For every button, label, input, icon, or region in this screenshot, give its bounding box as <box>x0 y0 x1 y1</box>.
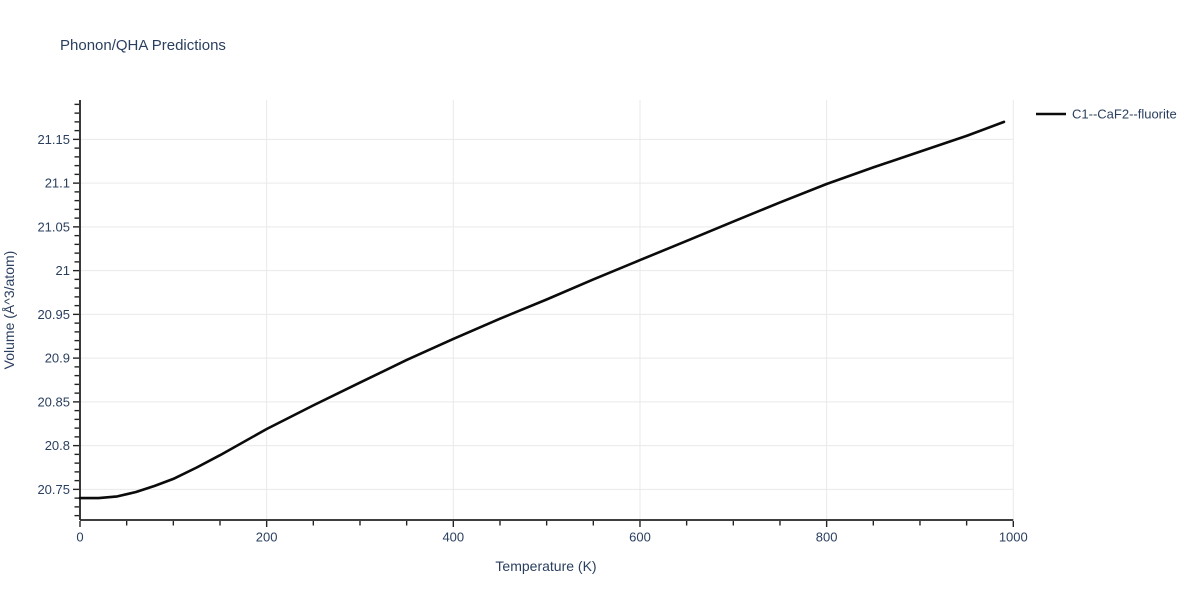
y-tick-label: 21.1 <box>45 176 70 191</box>
y-tick-label: 21.05 <box>37 219 70 234</box>
y-tick-label: 20.95 <box>37 307 70 322</box>
y-tick-label: 20.8 <box>45 438 70 453</box>
series <box>78 120 1006 500</box>
x-tick-label: 800 <box>816 530 838 545</box>
y-tick-label: 21.15 <box>37 132 70 147</box>
x-tick-label: 0 <box>76 530 83 545</box>
series-line-C1--CaF2--fluorite <box>78 120 1006 500</box>
y-tick-label: 20.85 <box>37 394 70 409</box>
grid <box>80 100 1014 520</box>
y-tick-label: 21 <box>56 263 70 278</box>
x-tick-label: 1000 <box>999 530 1028 545</box>
chart-title: Phonon/QHA Predictions <box>60 37 226 54</box>
x-axis-title: Temperature (K) <box>495 558 596 574</box>
axes <box>73 100 1014 527</box>
legend-label[interactable]: C1--CaF2--fluorite <box>1072 107 1177 122</box>
y-axis-title: Volume (Å^3/atom) <box>1 251 17 370</box>
y-tick-label: 20.9 <box>45 351 70 366</box>
x-tick-label: 200 <box>256 530 278 545</box>
x-tick-label: 400 <box>442 530 464 545</box>
legend[interactable]: C1--CaF2--fluorite <box>1036 107 1177 122</box>
tick-labels: 0 200 400 600 800 1000 20.75 20.8 20.85 20.9 20.95… <box>37 132 1027 545</box>
y-tick-label: 20.75 <box>37 482 70 497</box>
x-tick-label: 600 <box>629 530 651 545</box>
plot-area[interactable] <box>80 100 1013 520</box>
